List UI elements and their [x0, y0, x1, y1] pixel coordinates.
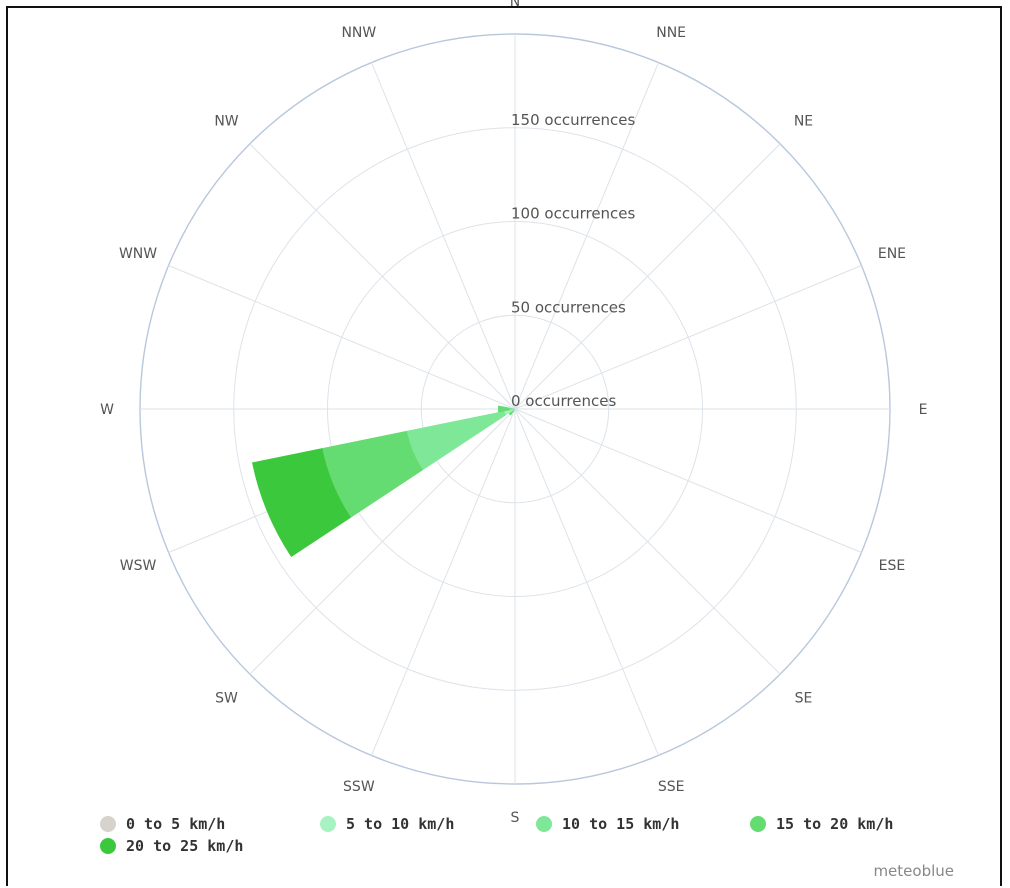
sector-wsw	[252, 448, 352, 558]
legend-item[interactable]: 20 to 25 km/h	[100, 837, 243, 855]
direction-labels: N NNE NE ENE E ESE SE SSE S SSW SW WSW W WNW NW NNW	[100, 0, 927, 826]
legend-swatch	[320, 816, 336, 832]
legend-item[interactable]: 0 to 5 km/h	[100, 815, 225, 833]
ring-label: 0 occurrences	[511, 392, 616, 410]
legend-swatch	[750, 816, 766, 832]
direction-label-n: N	[510, 0, 520, 10]
legend-item[interactable]: 15 to 20 km/h	[750, 815, 893, 833]
legend-item[interactable]: 10 to 15 km/h	[536, 815, 679, 833]
ring-label: 150 occurrences	[511, 111, 636, 129]
sectors	[252, 405, 516, 558]
legend-label: 5 to 10 km/h	[346, 815, 455, 833]
direction-label-sw: SW	[215, 690, 238, 706]
sector-w	[497, 405, 510, 413]
direction-label-w: W	[100, 402, 114, 418]
direction-label-sse: SSE	[658, 779, 685, 795]
chart-frame	[6, 6, 1002, 886]
direction-label-se: SE	[795, 690, 813, 706]
grid-spoke	[249, 408, 516, 675]
direction-label-ssw: SSW	[343, 779, 375, 795]
direction-label-nne: NNE	[656, 25, 686, 41]
direction-label-ne: NE	[794, 114, 813, 130]
legend-label: 15 to 20 km/h	[776, 815, 894, 833]
direction-label-e: E	[919, 402, 928, 418]
grid-spoke	[514, 143, 781, 410]
legend-item[interactable]: 5 to 10 km/h	[320, 815, 454, 833]
grid-spoke	[514, 408, 659, 756]
grid-spoke	[514, 408, 862, 553]
direction-label-wsw: WSW	[120, 558, 157, 574]
ring-labels: 0 occurrences 50 occurrences 100 occurrenc…	[511, 111, 636, 410]
grid-spoke	[514, 265, 862, 410]
grid-spoke	[371, 62, 516, 410]
direction-label-nnw: NNW	[341, 25, 376, 41]
direction-label-ese: ESE	[879, 558, 906, 574]
direction-label-s: S	[511, 810, 520, 826]
direction-label-wnw: WNW	[119, 246, 157, 262]
grid-spoke	[371, 408, 516, 756]
legend-swatch	[100, 838, 116, 854]
grid-spoke	[514, 408, 781, 675]
grid-spoke	[249, 143, 516, 410]
grid-spoke	[514, 62, 659, 410]
legend-label: 0 to 5 km/h	[126, 815, 226, 833]
legend-swatch	[536, 816, 552, 832]
legend-swatch	[100, 816, 116, 832]
direction-label-nw: NW	[214, 114, 238, 130]
ring-label: 100 occurrences	[511, 205, 636, 223]
credit-text: meteoblue	[873, 862, 954, 880]
grid-spoke	[168, 265, 516, 410]
legend-label: 10 to 15 km/h	[562, 815, 680, 833]
legend-label: 20 to 25 km/h	[126, 837, 244, 855]
direction-label-ene: ENE	[878, 246, 906, 262]
polar-grid	[139, 33, 891, 785]
ring-label: 50 occurrences	[511, 298, 626, 316]
